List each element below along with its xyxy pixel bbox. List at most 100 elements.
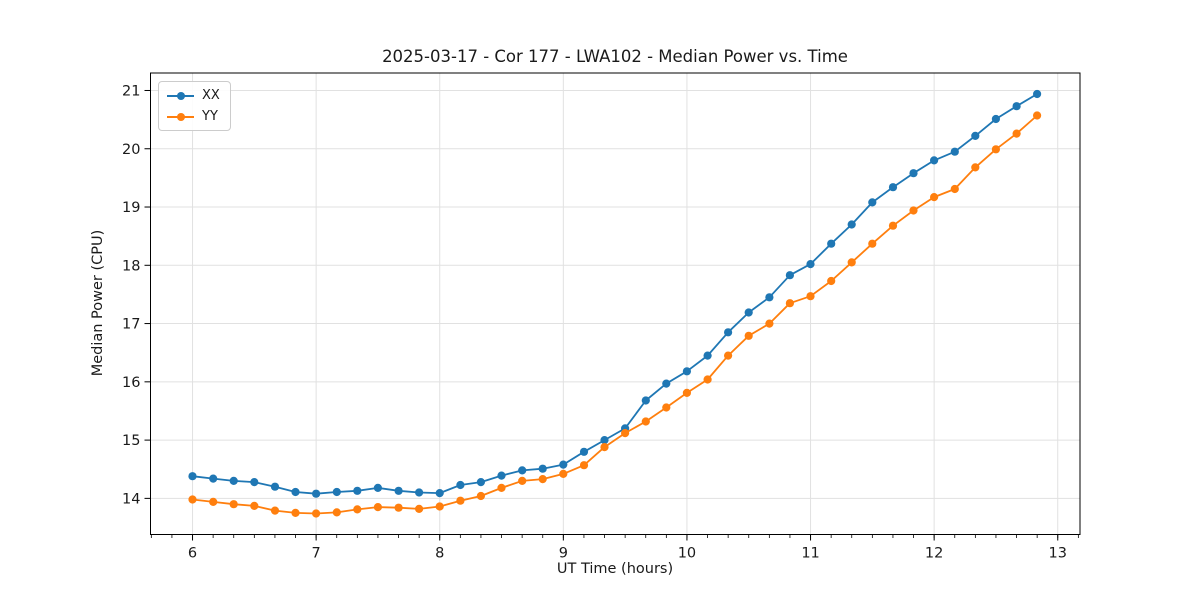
y-tick-label: 21 [122, 83, 140, 99]
data-point-xx [373, 483, 382, 492]
y-tick-label: 14 [122, 491, 140, 507]
data-point-yy [188, 495, 197, 504]
y-tick-label: 16 [122, 375, 140, 391]
data-point-xx [827, 239, 836, 248]
data-point-yy [250, 501, 259, 510]
data-point-xx [724, 328, 733, 337]
data-point-xx [394, 486, 403, 495]
x-tick-label: 13 [1049, 546, 1067, 562]
data-point-xx [518, 466, 527, 475]
series-line-xx [192, 93, 1038, 495]
data-point-yy [497, 483, 506, 492]
data-point-xx [250, 478, 259, 487]
data-point-xx [600, 436, 609, 445]
data-point-yy [394, 503, 403, 512]
x-tick-label: 10 [678, 546, 696, 562]
data-point-xx [806, 260, 815, 269]
y-tick-label: 19 [122, 200, 140, 216]
y-axis-label-text: Median Power (CPU) [90, 229, 106, 377]
data-point-yy [1012, 129, 1021, 138]
data-point-xx [847, 220, 856, 229]
data-point-xx [456, 480, 465, 490]
data-point-yy [415, 504, 424, 513]
x-tick-label: 11 [801, 546, 819, 562]
data-point-yy [579, 461, 589, 470]
data-point-yy [373, 503, 382, 512]
data-point-yy [909, 206, 918, 215]
data-point-xx [312, 489, 321, 498]
data-point-yy [744, 331, 753, 340]
x-axis-label: UT Time (hours) [556, 561, 674, 577]
data-point-yy [229, 500, 238, 509]
x-tick-label: 7 [312, 546, 321, 562]
data-point-yy [538, 475, 547, 484]
data-point-yy [662, 403, 671, 412]
data-point-yy [991, 145, 1001, 154]
legend-entry-xx: XX [167, 87, 220, 104]
data-point-xx [991, 114, 1001, 124]
legend-line-marker-icon [167, 91, 194, 100]
data-point-xx [415, 488, 424, 497]
data-point-yy [950, 184, 959, 194]
data-point-xx [559, 460, 568, 469]
data-point-yy [724, 351, 733, 360]
data-point-xx [1012, 102, 1021, 111]
data-point-xx [579, 447, 589, 456]
data-point-xx [497, 471, 506, 480]
data-point-xx [765, 293, 774, 302]
data-point-yy [270, 506, 280, 515]
data-point-xx [435, 489, 444, 498]
data-point-yy [312, 509, 321, 518]
data-point-xx [1033, 89, 1042, 99]
data-point-yy [353, 505, 362, 514]
data-point-xx [930, 156, 939, 165]
data-point-xx [291, 487, 300, 497]
data-point-xx [209, 474, 218, 483]
y-tick-label: 20 [122, 142, 140, 158]
x-tick-label: 12 [925, 546, 943, 562]
x-tick-label: 8 [435, 546, 444, 562]
data-point-yy [600, 443, 609, 452]
data-point-xx [888, 183, 898, 192]
data-point-yy [703, 375, 712, 384]
data-point-xx [868, 198, 877, 207]
data-point-xx [332, 487, 341, 497]
data-point-yy [476, 491, 485, 501]
data-point-yy [765, 319, 774, 328]
data-point-yy [682, 388, 692, 397]
data-point-xx [353, 486, 362, 495]
data-point-yy [559, 469, 568, 478]
data-point-xx [971, 131, 980, 140]
data-point-yy [888, 221, 898, 230]
legend-entry-yy: YY [167, 108, 220, 125]
data-point-yy [518, 476, 527, 485]
data-point-xx [682, 367, 692, 376]
data-point-yy [806, 292, 815, 301]
data-point-yy [868, 239, 877, 248]
data-point-yy [291, 508, 300, 517]
chart-title: 2025-03-17 - Cor 177 - LWA102 - Median P… [382, 47, 848, 66]
data-point-yy [930, 193, 939, 202]
data-point-yy [971, 163, 980, 172]
data-point-yy [1033, 111, 1042, 120]
legend-label-yy: YY [202, 109, 218, 124]
data-point-yy [209, 497, 218, 506]
data-point-xx [785, 271, 795, 280]
data-point-yy [456, 496, 465, 505]
x-tick-label: 9 [559, 546, 568, 562]
data-point-xx [909, 169, 918, 178]
data-point-yy [435, 502, 444, 511]
data-point-yy [847, 258, 856, 267]
data-point-xx [229, 476, 238, 485]
y-tick-label: 18 [122, 258, 140, 274]
y-tick-label: 17 [122, 317, 140, 333]
data-point-xx [703, 351, 712, 360]
data-point-xx [744, 308, 753, 317]
legend: XX YY [158, 81, 231, 131]
data-point-xx [950, 147, 959, 156]
x-tick-label: 6 [188, 546, 197, 562]
y-tick-label: 15 [122, 433, 140, 449]
data-point-xx [188, 472, 197, 481]
